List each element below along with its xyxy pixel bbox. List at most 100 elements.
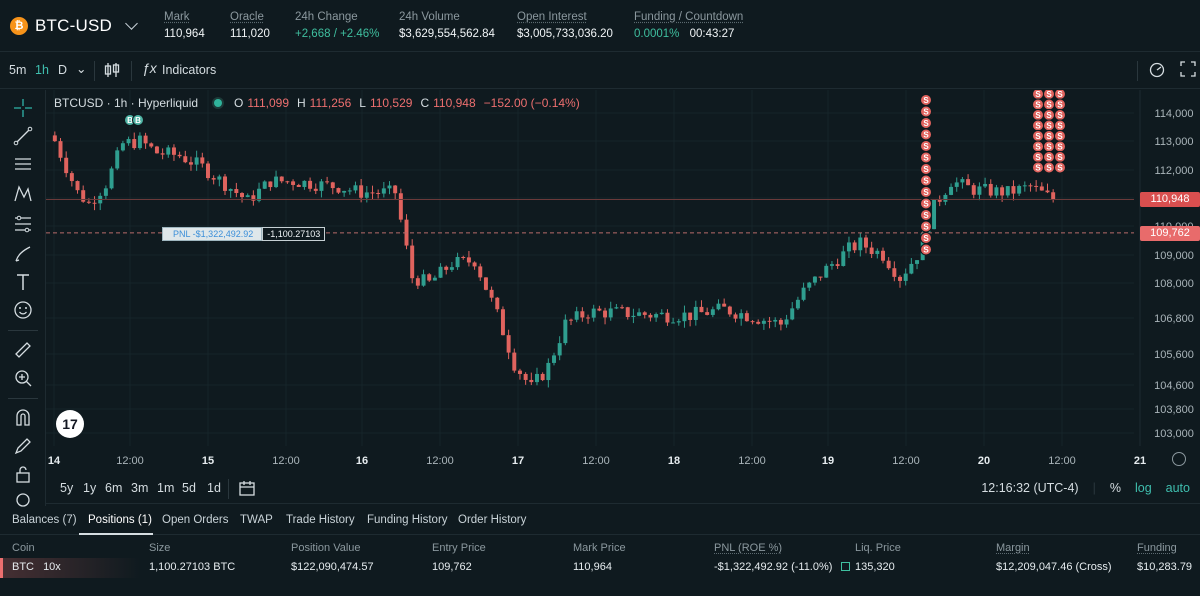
candle-body	[778, 319, 783, 325]
lock-icon[interactable]	[10, 462, 36, 486]
funding-rate: 0.0001%	[634, 28, 680, 40]
legend-close: 110,948	[433, 96, 476, 110]
range-6m[interactable]: 6m	[105, 481, 123, 495]
col-liq-price[interactable]: Liq. Price	[855, 542, 901, 554]
speed-icon[interactable]	[1148, 61, 1166, 82]
short-side-accent	[0, 558, 3, 578]
range-1m[interactable]: 1m	[157, 481, 175, 495]
col-pnl[interactable]: PNL (ROE %)	[714, 542, 783, 554]
interval-5m[interactable]: 5m	[9, 63, 27, 77]
candle-body	[506, 335, 511, 353]
chart-canvas[interactable]: 103,000 103,800 104,600 105,600 106,800 108,0…	[46, 90, 1200, 470]
candle-body	[427, 274, 432, 281]
x-tick-label: 12:00	[738, 455, 766, 467]
price-chart[interactable]: 103,000 103,800 104,600 105,600 106,800 108,0…	[46, 90, 1200, 470]
tab-funding-history[interactable]: Funding History	[367, 514, 448, 526]
candle-style-icon[interactable]	[104, 61, 120, 82]
market-open-dot-icon	[214, 99, 223, 107]
indicators-button[interactable]: Indicators	[162, 63, 217, 77]
candle-body	[1039, 186, 1044, 191]
brush-icon[interactable]	[10, 242, 36, 266]
candle-body	[546, 362, 551, 381]
candle-body	[1011, 186, 1016, 194]
indicators-icon[interactable]: ƒx	[142, 60, 157, 76]
fullscreen-icon[interactable]	[1180, 61, 1196, 80]
pencil-lock-icon[interactable]	[10, 434, 36, 458]
funding-label[interactable]: Funding / Countdown	[634, 11, 744, 23]
table-row[interactable]: BTC 10x 1,100.27103 BTC $122,090,474.57 …	[0, 558, 1200, 578]
percent-toggle[interactable]: %	[1109, 481, 1121, 495]
interval-1h[interactable]: 1h	[35, 63, 49, 77]
col-coin[interactable]: Coin	[12, 542, 35, 554]
range-1y[interactable]: 1y	[83, 481, 97, 495]
range-5d[interactable]: 5d	[182, 481, 196, 495]
col-position-value[interactable]: Position Value	[291, 542, 361, 554]
coin-selector[interactable]: ₿ BTC-USD	[10, 12, 138, 40]
tab-order-history[interactable]: Order History	[458, 514, 527, 526]
candle-body	[421, 274, 426, 286]
tab-trade-history[interactable]: Trade History	[286, 514, 355, 526]
funding-countdown: 00:43:27	[689, 28, 735, 40]
range-5y[interactable]: 5y	[60, 481, 74, 495]
candle-body	[801, 287, 806, 300]
change-label: 24h Change	[295, 11, 358, 23]
candle-body	[761, 320, 766, 324]
tab-open-orders[interactable]: Open Orders	[162, 514, 229, 526]
zoom-in-icon[interactable]	[10, 366, 36, 390]
tab-positions[interactable]: Positions (1)	[88, 514, 152, 526]
magnet-icon[interactable]	[10, 406, 36, 430]
log-toggle[interactable]: log	[1134, 481, 1152, 495]
calendar-range-icon[interactable]	[238, 479, 256, 500]
range-3m[interactable]: 3m	[131, 481, 149, 495]
mark-label[interactable]: Mark	[164, 11, 190, 23]
col-mark-price[interactable]: Mark Price	[573, 542, 626, 554]
horizontal-lines-icon[interactable]	[10, 152, 36, 176]
row-coin[interactable]: BTC 10x	[12, 561, 61, 573]
candle-body	[512, 352, 517, 371]
candle-body	[807, 282, 812, 288]
axis-settings-gear-icon[interactable]	[1172, 452, 1186, 466]
candle-body	[285, 181, 290, 183]
share-external-icon[interactable]	[840, 562, 850, 571]
candle-body	[137, 135, 142, 149]
candle-body	[886, 260, 891, 269]
candle-body	[58, 141, 63, 158]
ruler-icon[interactable]	[10, 338, 36, 362]
candle-body	[812, 276, 817, 283]
trend-line-icon[interactable]	[10, 124, 36, 148]
tab-balances[interactable]: Balances (7)	[12, 514, 77, 526]
y-tick-label: 112,000	[1155, 165, 1194, 177]
candle-body	[279, 176, 284, 182]
oracle-label[interactable]: Oracle	[230, 11, 264, 23]
pattern-icon[interactable]	[10, 182, 36, 206]
col-size[interactable]: Size	[149, 542, 171, 554]
range-1d[interactable]: 1d	[207, 481, 221, 495]
candle-body	[302, 180, 307, 187]
col-margin[interactable]: Margin	[996, 542, 1030, 554]
position-pnl-marker[interactable]: PNL -$1,322,492.92 -1,100.27103	[162, 227, 326, 241]
candle-body	[359, 185, 364, 198]
sell-marker-letter: S	[1057, 111, 1063, 120]
chart-clock[interactable]: 12:16:32 (UTC-4)	[981, 481, 1079, 495]
sell-marker-letter: S	[923, 211, 929, 220]
candle-body	[557, 343, 562, 356]
chart-toolbar: 5m 1h D ⌄ ƒx Indicators	[0, 53, 1200, 89]
sell-marker-letter: S	[1057, 122, 1063, 131]
interval-d[interactable]: D	[58, 63, 68, 77]
sell-marker-letter: S	[923, 131, 929, 140]
eye-icon[interactable]	[10, 488, 36, 512]
row-size: 1,100.27103 BTC	[149, 561, 236, 573]
tab-twap[interactable]: TWAP	[240, 514, 273, 526]
candle-body	[393, 185, 398, 194]
col-entry-price[interactable]: Entry Price	[432, 542, 486, 554]
candle-body	[86, 201, 91, 203]
col-funding[interactable]: Funding	[1137, 542, 1177, 554]
emoji-icon[interactable]	[10, 298, 36, 322]
interval-dropdown-chevron-icon[interactable]: ⌄	[76, 62, 87, 76]
tradingview-logo[interactable]: 17	[56, 410, 84, 438]
crosshair-icon[interactable]	[10, 96, 36, 120]
text-icon[interactable]	[10, 270, 36, 294]
fib-icon[interactable]	[10, 212, 36, 236]
open-interest-label[interactable]: Open Interest	[517, 11, 587, 23]
auto-toggle[interactable]: auto	[1165, 481, 1190, 495]
